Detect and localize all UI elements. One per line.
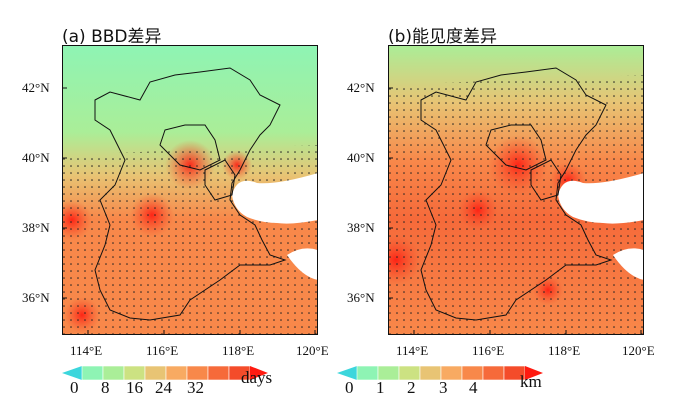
colorbar-b-label: 4 (469, 378, 478, 397)
colorbar-a-unit: days (241, 368, 273, 387)
lat-tick: 36°N (22, 290, 50, 305)
lat-tick: 38°N (22, 220, 50, 235)
lon-tick: 118°E (222, 343, 255, 358)
colorbar-segment (207, 365, 230, 381)
colorbar-b-label: 1 (376, 378, 385, 397)
colorbar-a-label: 24 (155, 378, 172, 397)
lat-tick: 36°N (347, 290, 375, 305)
hebei-boundary (94, 67, 287, 321)
colorbar-a (62, 365, 268, 381)
panel-a-map (62, 45, 318, 335)
lon-tick: 116°E (472, 343, 505, 358)
colorbar-segment (482, 365, 505, 381)
colorbar-max-arrow (250, 366, 268, 380)
lat-tick: 40°N (22, 150, 50, 165)
panel-b-title: (b)能见度差异 (388, 27, 498, 47)
lat-tick: 42°N (22, 80, 50, 95)
significance-stipple (388, 75, 644, 335)
lat-tick: 40°N (347, 150, 375, 165)
lat-tick: 42°N (347, 80, 375, 95)
lon-tick: 120°E (622, 343, 655, 358)
tianjin-boundary (530, 159, 562, 201)
significance-stipple (62, 145, 318, 335)
beijing-boundary (485, 124, 547, 171)
panel-a-title: (a) BBD差异 (62, 27, 162, 47)
colorbar-min-arrow (337, 366, 357, 380)
lon-tick: 114°E (70, 343, 103, 358)
colorbar-a-label: 0 (70, 378, 79, 397)
bohai-sea (558, 173, 644, 224)
beijing-boundary (159, 124, 221, 171)
lon-tick: 116°E (146, 343, 179, 358)
sea-southeast (613, 248, 644, 280)
lon-tick: 114°E (396, 343, 429, 358)
colorbar-b-label: 0 (345, 378, 354, 397)
colorbar-a-label: 32 (187, 378, 204, 397)
colorbar-segment (419, 365, 442, 381)
colorbar-a-label: 8 (101, 378, 110, 397)
colorbar-segment (356, 365, 379, 381)
hebei-boundary (420, 67, 613, 321)
colorbar-a-label: 16 (126, 378, 143, 397)
lon-tick: 120°E (296, 343, 329, 358)
colorbar-b (337, 365, 543, 381)
bohai-sea (232, 173, 318, 224)
colorbar-b-unit: km (520, 372, 542, 391)
lon-tick: 118°E (548, 343, 581, 358)
colorbar-min-arrow (62, 366, 82, 380)
sea-southeast (287, 248, 318, 280)
map-frame (62, 45, 318, 335)
colorbar-segment (81, 365, 104, 381)
lat-tick: 38°N (347, 220, 375, 235)
map-frame (388, 45, 644, 335)
colorbar-max-arrow (525, 366, 543, 380)
colorbar-b-label: 2 (407, 378, 416, 397)
tianjin-boundary (204, 159, 236, 201)
panel-b-map (388, 45, 644, 335)
colorbar-b-label: 3 (439, 378, 448, 397)
